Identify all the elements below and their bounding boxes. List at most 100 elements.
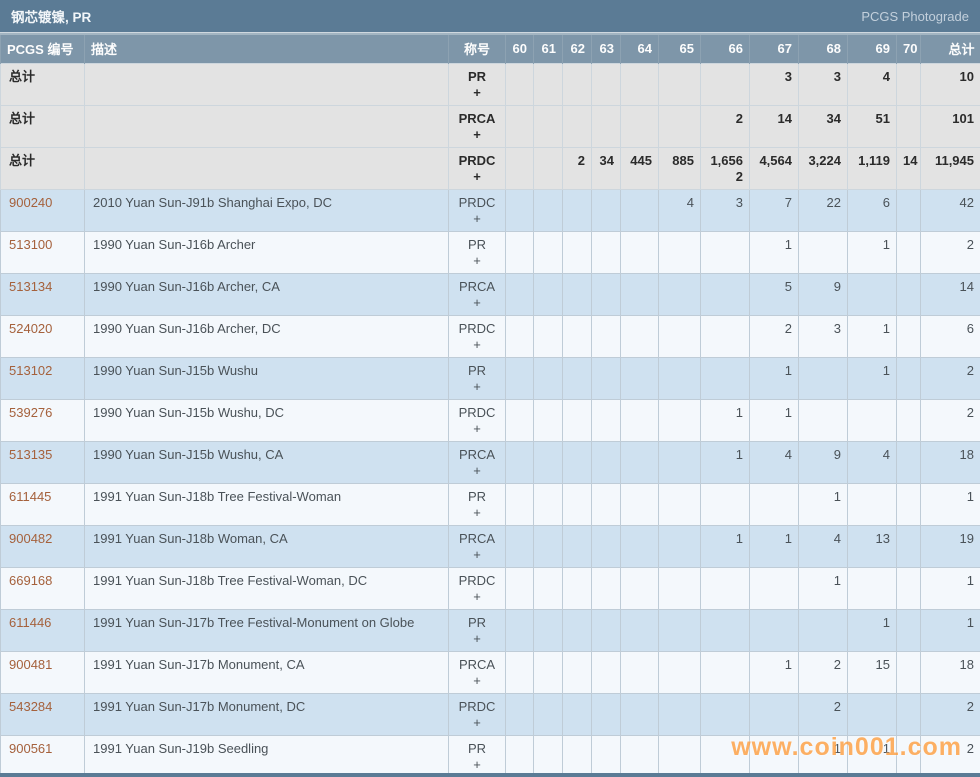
- grade-70-cell: [896, 566, 921, 610]
- pcgs-number-link[interactable]: 900481: [0, 650, 85, 694]
- grade-68-cell: 34: [798, 104, 848, 148]
- grade-61-cell: [533, 692, 563, 736]
- grade-62-cell: [562, 440, 592, 484]
- grade-63-cell: [591, 734, 621, 777]
- grade-65-cell: 4: [658, 188, 701, 232]
- row-total-cell: 1: [920, 482, 980, 526]
- grade-64-cell: [620, 734, 659, 777]
- grade-64-cell: [620, 440, 659, 484]
- pcgs-number-link[interactable]: 539276: [0, 398, 85, 442]
- coin-description: 2010 Yuan Sun-J91b Shanghai Expo, DC: [84, 188, 449, 232]
- grade-70-cell: [896, 482, 921, 526]
- grade-63-cell: [591, 608, 621, 652]
- pcgs-number-link[interactable]: 513102: [0, 356, 85, 400]
- grade-64-cell: [620, 398, 659, 442]
- total-row: 总计 PRDC + 2 34 445 885 1,656 2 4,564 3,224 1,119 14 1…: [0, 146, 980, 190]
- designation-cell: PRCA +: [448, 272, 506, 316]
- pcgs-number-link[interactable]: 900561: [0, 734, 85, 777]
- grade-62-cell: [562, 734, 592, 777]
- photograde-link[interactable]: PCGS Photograde: [861, 8, 969, 24]
- column-header-6: 63: [591, 33, 621, 63]
- designation-cell: PRDC +: [448, 692, 506, 736]
- column-header-9: 66: [700, 33, 750, 63]
- grade-65-cell: 885: [658, 146, 701, 190]
- grade-61-cell: [533, 272, 563, 316]
- grade-61-cell: [533, 230, 563, 274]
- grade-63-cell: [591, 230, 621, 274]
- pcgs-number-link[interactable]: 513135: [0, 440, 85, 484]
- column-header-12: 69: [847, 33, 897, 63]
- grade-60-cell: [505, 398, 534, 442]
- grade-63-cell: [591, 650, 621, 694]
- table-row: 513100 1990 Yuan Sun-J16b Archer PR +1 1 2: [0, 230, 980, 274]
- designation-cell: PRDC +: [448, 566, 506, 610]
- grade-62-cell: [562, 62, 592, 106]
- grade-64-cell: [620, 314, 659, 358]
- designation-cell: PRCA +: [448, 440, 506, 484]
- grade-67-cell: 7: [749, 188, 799, 232]
- pcgs-number-link[interactable]: 611445: [0, 482, 85, 526]
- grade-68-cell: [798, 608, 848, 652]
- grade-63-cell: [591, 188, 621, 232]
- grade-69-cell: [847, 692, 897, 736]
- grade-60-cell: [505, 272, 534, 316]
- grade-68-cell: [798, 356, 848, 400]
- grade-68-cell: 2: [798, 650, 848, 694]
- row-total-cell: 14: [920, 272, 980, 316]
- grade-69-cell: 1: [847, 608, 897, 652]
- grade-63-cell: [591, 440, 621, 484]
- grade-65-cell: [658, 650, 701, 694]
- table-row: 543284 1991 Yuan Sun-J17b Monument, DC PRD…: [0, 692, 980, 736]
- grade-63-cell: [591, 104, 621, 148]
- grade-61-cell: [533, 104, 563, 148]
- column-header-0: PCGS 编号: [0, 33, 85, 63]
- table-row: 524020 1990 Yuan Sun-J16b Archer, DC PRDC +…: [0, 314, 980, 358]
- grade-64-cell: [620, 650, 659, 694]
- grade-60-cell: [505, 62, 534, 106]
- grade-64-cell: [620, 62, 659, 106]
- pcgs-number-link[interactable]: 543284: [0, 692, 85, 736]
- grade-62-cell: [562, 188, 592, 232]
- grade-66-cell: [700, 272, 750, 316]
- total-row: 总计 PR +3 3 4 10: [0, 62, 980, 106]
- pcgs-number-link[interactable]: 900240: [0, 188, 85, 232]
- grade-70-cell: [896, 314, 921, 358]
- designation-cell: PRCA +: [448, 104, 506, 148]
- grade-69-cell: 6: [847, 188, 897, 232]
- row-total-cell: 1: [920, 566, 980, 610]
- grade-63-cell: 34: [591, 146, 621, 190]
- column-header-3: 60: [505, 33, 534, 63]
- population-table: PCGS 编号 描述 称号 60 61 62 63 64 65 66 67 68 69 70 总计 总计 PR…: [0, 33, 980, 777]
- grade-60-cell: [505, 524, 534, 568]
- row-total-cell: 10: [920, 62, 980, 106]
- grade-70-cell: [896, 608, 921, 652]
- table-row: 611445 1991 Yuan Sun-J18b Tree Festival-W…: [0, 482, 980, 526]
- grade-66-cell: 3: [700, 188, 750, 232]
- table-row: 900481 1991 Yuan Sun-J17b Monument, CA PRC…: [0, 650, 980, 694]
- grade-65-cell: [658, 734, 701, 777]
- coin-description: [84, 104, 449, 148]
- grade-66-cell: [700, 692, 750, 736]
- grade-64-cell: [620, 230, 659, 274]
- pcgs-number-link[interactable]: 524020: [0, 314, 85, 358]
- grade-66-cell: [700, 608, 750, 652]
- grade-67-cell: 1: [749, 356, 799, 400]
- grade-62-cell: [562, 650, 592, 694]
- row-total-cell: 19: [920, 524, 980, 568]
- pcgs-number-link[interactable]: 513100: [0, 230, 85, 274]
- grade-64-cell: [620, 482, 659, 526]
- row-total-cell: 1: [920, 608, 980, 652]
- grade-61-cell: [533, 146, 563, 190]
- row-total-cell: 42: [920, 188, 980, 232]
- pcgs-number-link[interactable]: 513134: [0, 272, 85, 316]
- grade-66-cell: 1: [700, 440, 750, 484]
- grade-63-cell: [591, 398, 621, 442]
- column-header-11: 68: [798, 33, 848, 63]
- pcgs-number-link[interactable]: 669168: [0, 566, 85, 610]
- pcgs-number-link[interactable]: 900482: [0, 524, 85, 568]
- grade-69-cell: 51: [847, 104, 897, 148]
- pcgs-number-link[interactable]: 611446: [0, 608, 85, 652]
- next-section-edge: [0, 773, 980, 777]
- grade-64-cell: [620, 524, 659, 568]
